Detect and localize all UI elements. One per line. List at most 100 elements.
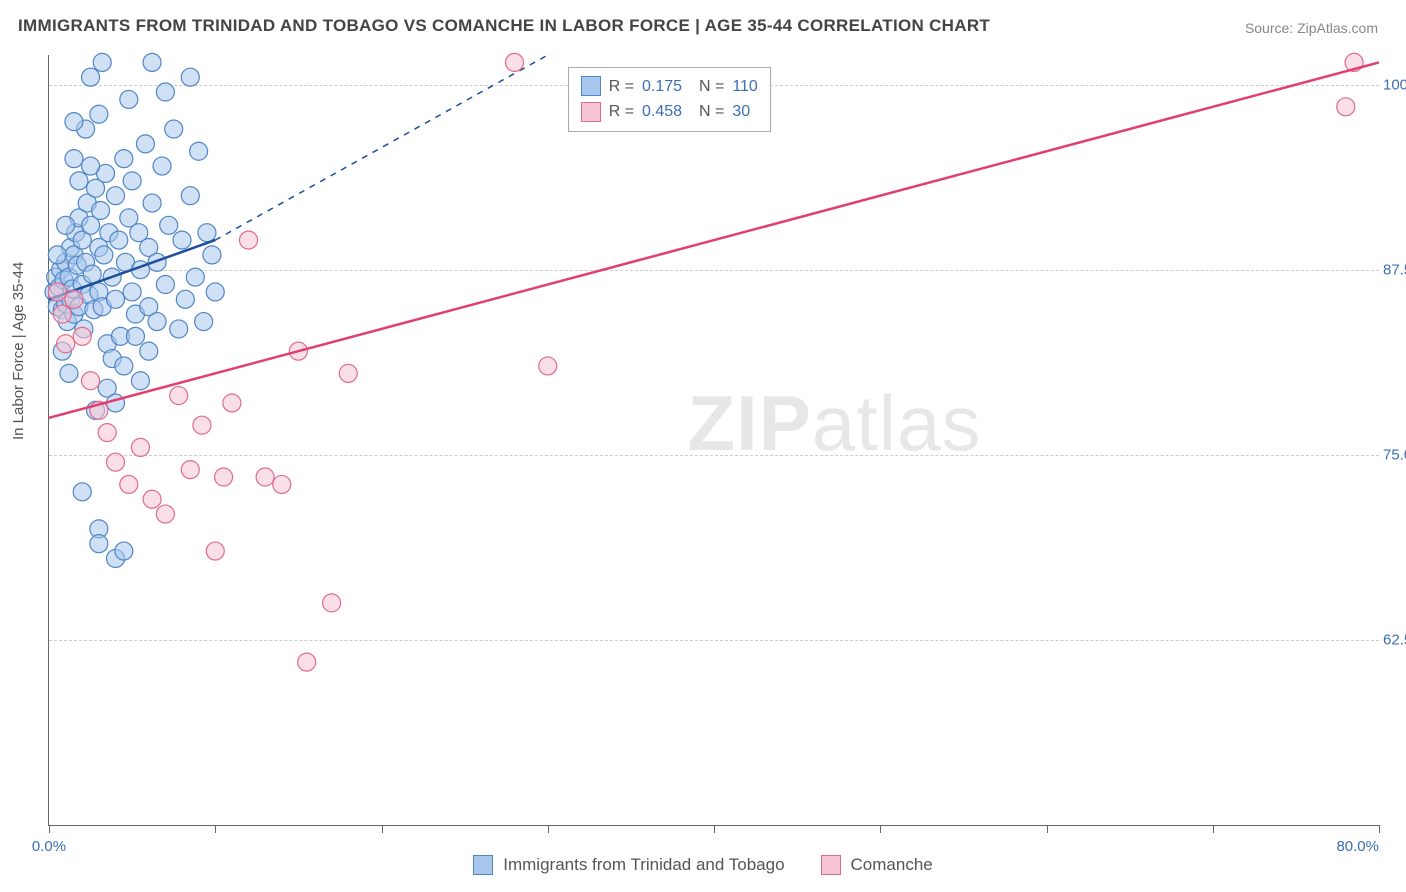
legend-swatch xyxy=(581,76,601,96)
data-point xyxy=(95,246,113,264)
data-point xyxy=(92,201,110,219)
data-point xyxy=(173,231,191,249)
legend-r-label: R = xyxy=(609,99,634,125)
data-point xyxy=(107,187,125,205)
y-axis-label: In Labor Force | Age 35-44 xyxy=(10,262,27,440)
data-point xyxy=(143,490,161,508)
legend-n-value: 30 xyxy=(732,99,750,125)
data-point xyxy=(65,290,83,308)
data-point xyxy=(156,505,174,523)
bottom-legend-item: Immigrants from Trinidad and Tobago xyxy=(473,855,784,875)
data-point xyxy=(98,424,116,442)
data-point xyxy=(110,231,128,249)
data-point xyxy=(120,475,138,493)
data-point xyxy=(107,290,125,308)
chart-plot-area: ZIPatlas 62.5%75.0%87.5%100.0%0.0%80.0%R… xyxy=(48,55,1379,826)
data-point xyxy=(148,313,166,331)
data-point xyxy=(160,216,178,234)
data-point xyxy=(170,387,188,405)
data-point xyxy=(1337,98,1355,116)
data-point xyxy=(181,461,199,479)
data-point xyxy=(193,416,211,434)
legend-r-label: R = xyxy=(609,74,634,100)
bottom-legend-label: Immigrants from Trinidad and Tobago xyxy=(503,855,784,875)
legend-r-value: 0.458 xyxy=(642,99,682,125)
data-point xyxy=(186,268,204,286)
x-tick xyxy=(714,825,715,833)
x-tick xyxy=(1047,825,1048,833)
y-tick-label: 100.0% xyxy=(1383,76,1406,93)
data-point xyxy=(339,364,357,382)
data-point xyxy=(131,372,149,390)
data-point xyxy=(195,313,213,331)
y-tick-label: 87.5% xyxy=(1383,261,1406,278)
data-point xyxy=(140,342,158,360)
x-tick-label: 80.0% xyxy=(1336,838,1379,855)
data-point xyxy=(181,68,199,86)
data-point xyxy=(165,120,183,138)
data-point xyxy=(70,172,88,190)
data-point xyxy=(82,68,100,86)
bottom-legend-item: Comanche xyxy=(821,855,933,875)
data-point xyxy=(181,187,199,205)
data-point xyxy=(93,53,111,71)
data-point xyxy=(240,231,258,249)
x-tick xyxy=(49,825,50,833)
x-tick xyxy=(382,825,383,833)
stats-legend-row: R = 0.458 N = 30 xyxy=(581,99,758,125)
y-tick-label: 62.5% xyxy=(1383,631,1406,648)
x-tick xyxy=(1379,825,1380,833)
bottom-legend: Immigrants from Trinidad and Tobago Coman… xyxy=(0,855,1406,880)
data-point xyxy=(153,157,171,175)
legend-swatch xyxy=(473,855,493,875)
data-point xyxy=(136,135,154,153)
data-point xyxy=(123,172,141,190)
chart-title: IMMIGRANTS FROM TRINIDAD AND TOBAGO VS C… xyxy=(18,16,990,36)
bottom-legend-label: Comanche xyxy=(851,855,933,875)
data-point xyxy=(57,335,75,353)
data-point xyxy=(115,150,133,168)
x-tick xyxy=(1213,825,1214,833)
data-point xyxy=(73,327,91,345)
y-tick-label: 75.0% xyxy=(1383,446,1406,463)
data-point xyxy=(176,290,194,308)
data-point xyxy=(143,194,161,212)
data-point xyxy=(126,327,144,345)
data-point xyxy=(48,246,66,264)
data-point xyxy=(115,357,133,375)
data-point xyxy=(82,157,100,175)
data-point xyxy=(65,113,83,131)
legend-r-value: 0.175 xyxy=(642,74,682,100)
x-tick-label: 0.0% xyxy=(32,838,66,855)
legend-swatch xyxy=(581,102,601,122)
data-point xyxy=(223,394,241,412)
data-point xyxy=(215,468,233,486)
data-point xyxy=(53,305,71,323)
x-tick xyxy=(215,825,216,833)
legend-n-label: N = xyxy=(690,99,724,125)
data-point xyxy=(298,653,316,671)
data-point xyxy=(273,475,291,493)
legend-n-value: 110 xyxy=(732,74,758,100)
data-point xyxy=(198,224,216,242)
data-point xyxy=(143,53,161,71)
x-tick xyxy=(880,825,881,833)
chart-svg xyxy=(49,55,1379,825)
data-point xyxy=(60,364,78,382)
data-point xyxy=(73,483,91,501)
legend-swatch xyxy=(821,855,841,875)
x-tick xyxy=(548,825,549,833)
data-point xyxy=(123,283,141,301)
stats-legend: R = 0.175 N = 110R = 0.458 N = 30 xyxy=(568,67,771,132)
data-point xyxy=(90,535,108,553)
data-point xyxy=(57,216,75,234)
data-point xyxy=(156,83,174,101)
legend-n-label: N = xyxy=(690,74,724,100)
data-point xyxy=(323,594,341,612)
regression-line-dashed xyxy=(215,55,548,240)
data-point xyxy=(539,357,557,375)
data-point xyxy=(120,90,138,108)
data-point xyxy=(115,542,133,560)
data-point xyxy=(107,453,125,471)
data-point xyxy=(170,320,188,338)
